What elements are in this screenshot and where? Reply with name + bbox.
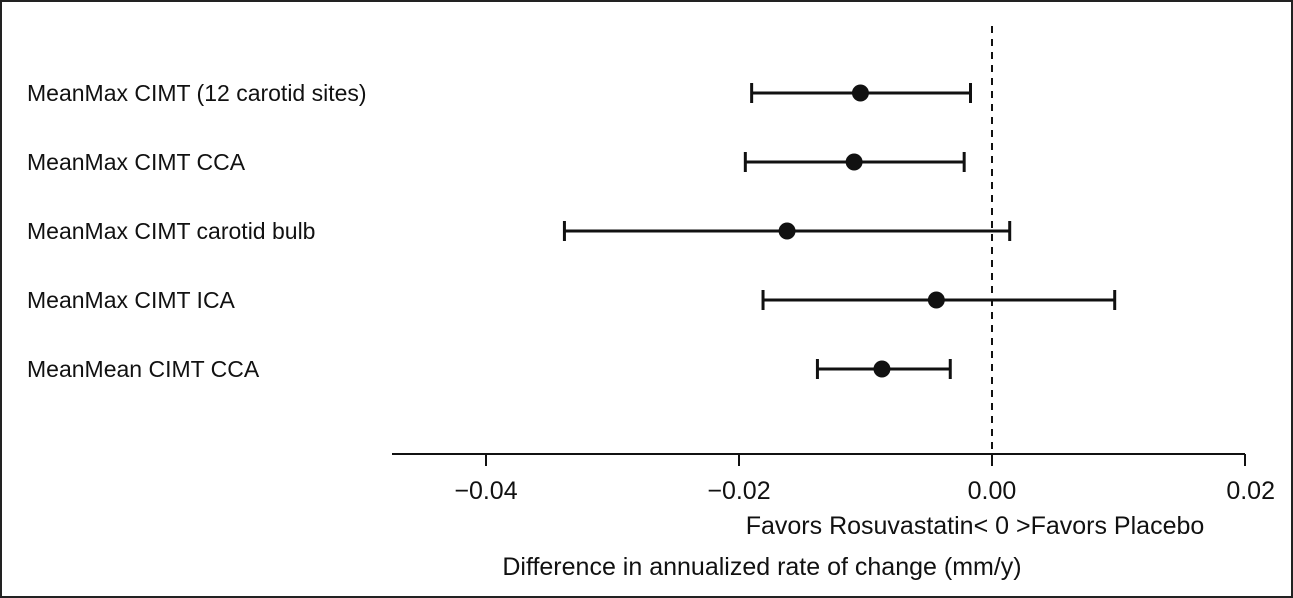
row-label: MeanMax CIMT carotid bulb xyxy=(27,218,315,244)
x-tick-label: 0.02 xyxy=(1226,477,1275,505)
row-label: MeanMean CIMT CCA xyxy=(27,356,260,382)
direction-label: Favors Rosuvastatin< 0 >Favors Placebo xyxy=(746,512,1205,540)
point-estimate-marker xyxy=(851,84,869,102)
forest-row: MeanMax CIMT ICA xyxy=(27,287,1117,313)
row-label: MeanMax CIMT (12 carotid sites) xyxy=(27,80,367,106)
row-label: MeanMax CIMT CCA xyxy=(27,149,246,175)
forest-row: MeanMax CIMT carotid bulb xyxy=(27,218,1012,244)
row-label: MeanMax CIMT ICA xyxy=(27,287,236,313)
forest-row: MeanMax CIMT (12 carotid sites) xyxy=(27,80,972,106)
point-estimate-marker xyxy=(927,291,945,309)
forest-row: MeanMax CIMT CCA xyxy=(27,149,966,175)
x-tick-label: −0.04 xyxy=(454,477,517,505)
point-estimate-marker xyxy=(873,360,891,378)
forest-row: MeanMean CIMT CCA xyxy=(27,356,952,382)
x-axis: −0.04 −0.02 0.00 0.02 xyxy=(392,453,1275,505)
rows-layer: MeanMax CIMT (12 carotid sites) MeanMax C… xyxy=(27,80,1117,382)
x-axis-title: Difference in annualized rate of change … xyxy=(502,553,1021,581)
x-tick-label: −0.02 xyxy=(707,477,770,505)
point-estimate-marker xyxy=(778,222,796,240)
point-estimate-marker xyxy=(845,153,863,171)
x-tick-label: 0.00 xyxy=(968,477,1017,505)
